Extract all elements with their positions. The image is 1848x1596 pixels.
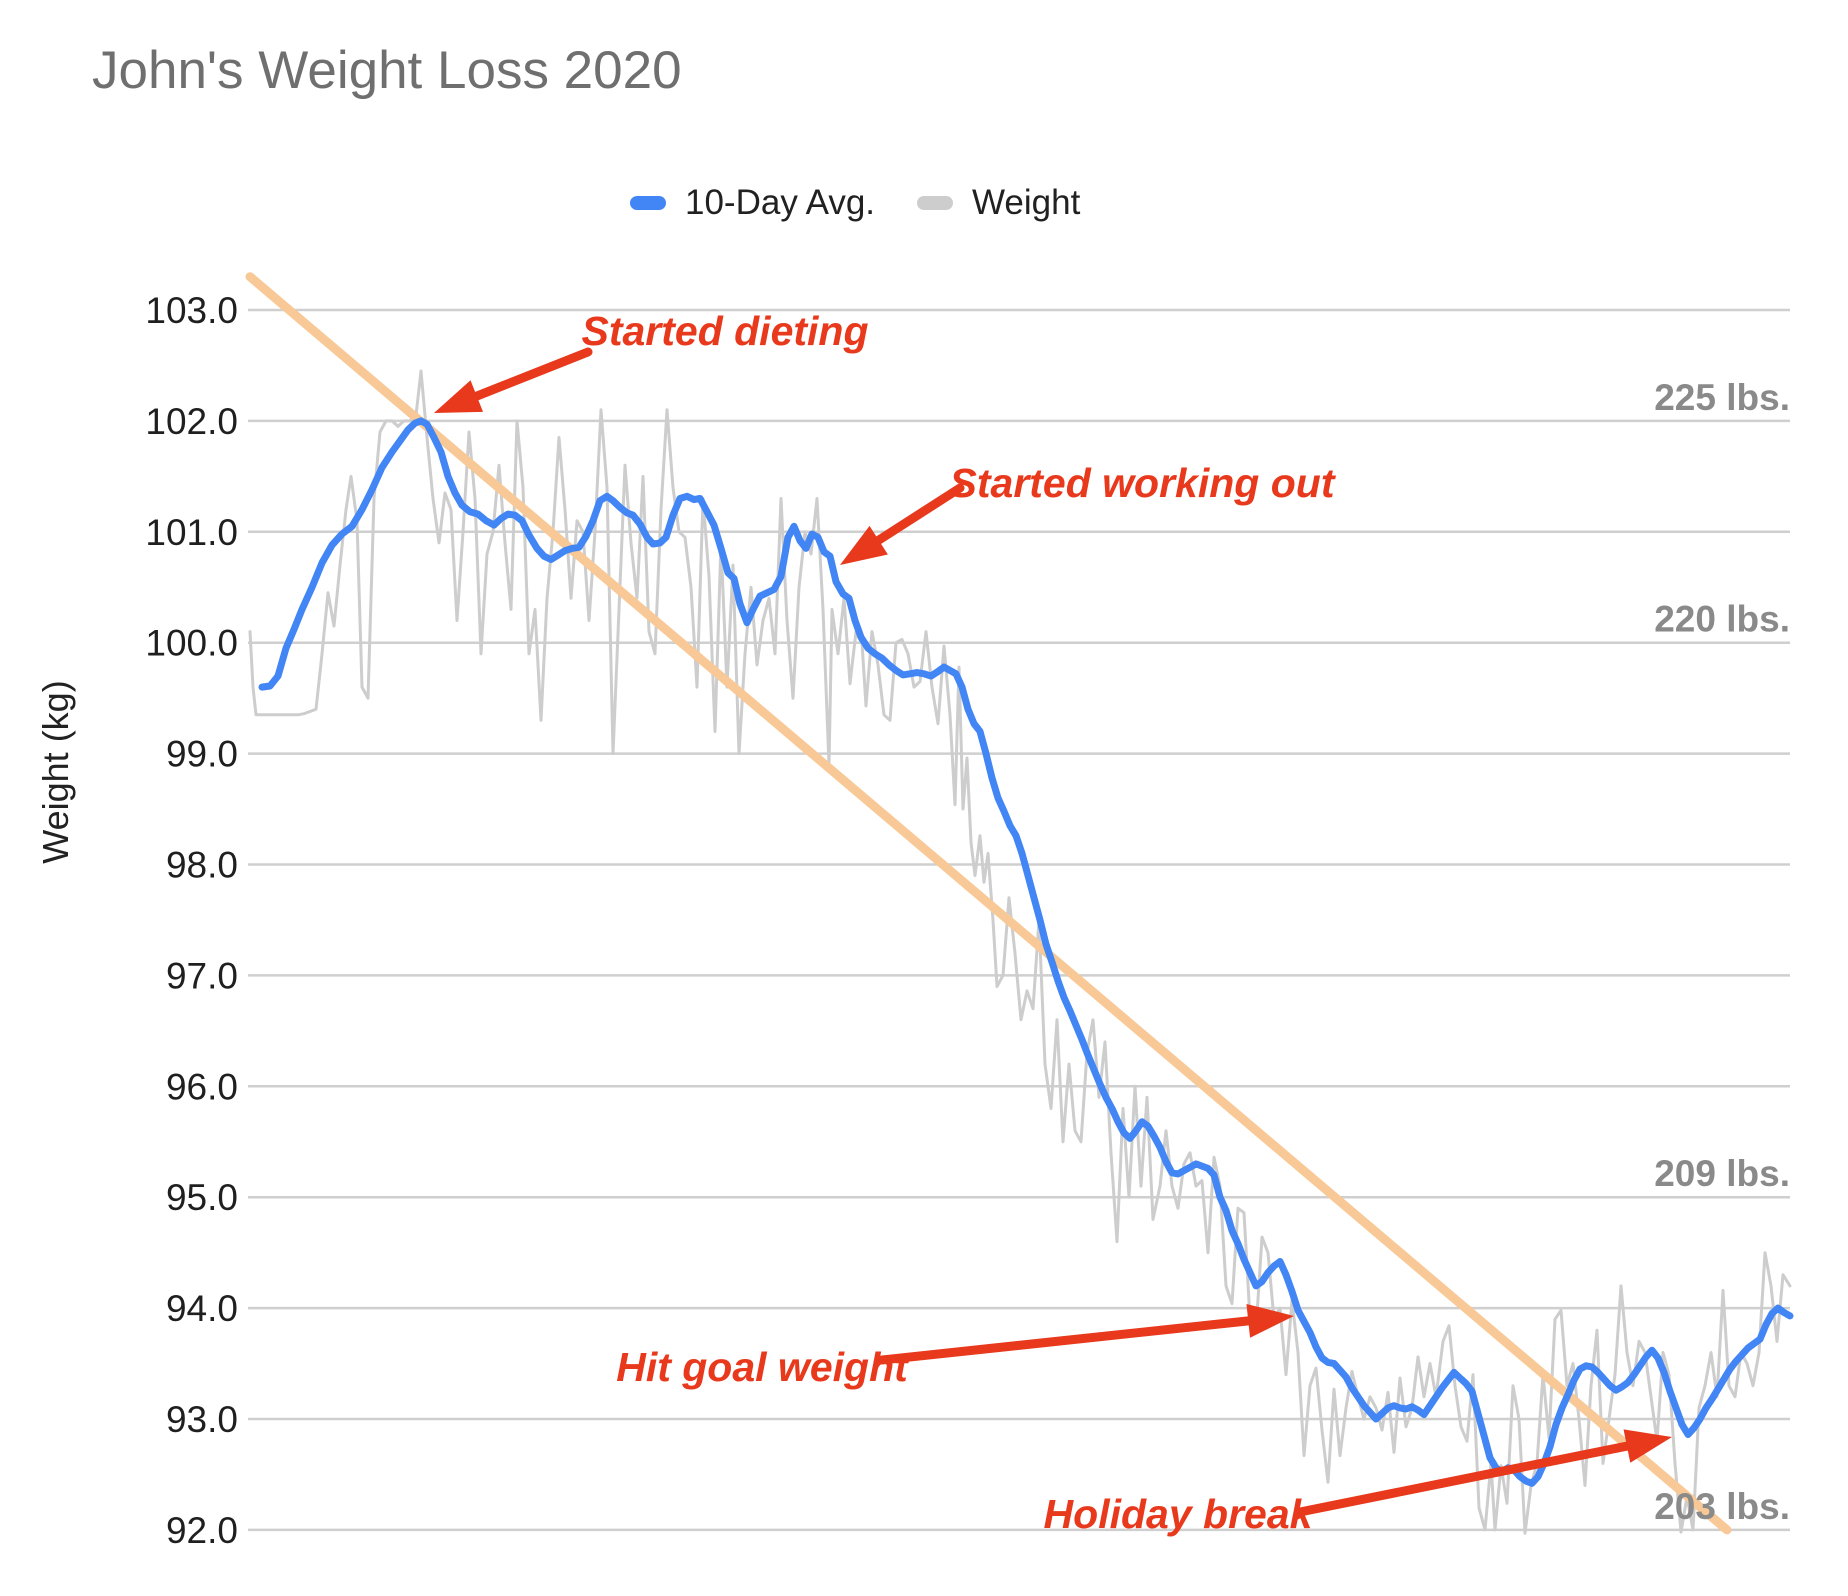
lbs-label: 209 lbs.: [1654, 1153, 1790, 1194]
legend-label-weight: Weight: [972, 183, 1081, 222]
annotation-text: Hit goal weight: [616, 1344, 910, 1390]
y-tick-label: 100.0: [145, 623, 238, 664]
annotation-text: Started working out: [950, 460, 1337, 506]
lbs-label: 220 lbs.: [1654, 599, 1790, 640]
annotation-arrow-shaft: [869, 483, 965, 548]
y-tick-label: 95.0: [166, 1177, 238, 1218]
trend-line: [245, 272, 1732, 1535]
annotation-arrow-shaft: [466, 347, 593, 403]
legend-item-avg[interactable]: 10-Day Avg.: [630, 183, 875, 223]
annotation-arrow-head: [840, 525, 888, 565]
y-axis-title: Weight (kg): [35, 680, 76, 863]
y-tick-label: 103.0: [145, 290, 238, 331]
y-tick-label: 99.0: [166, 734, 238, 775]
y-tick-label: 101.0: [145, 512, 238, 553]
y-tick-label: 97.0: [166, 955, 238, 996]
annotation-arrow-head: [434, 380, 484, 413]
chart-title: John's Weight Loss 2020: [92, 41, 682, 100]
lbs-label: 225 lbs.: [1654, 377, 1790, 418]
y-tick-label: 93.0: [166, 1399, 238, 1440]
legend-item-weight[interactable]: Weight: [917, 183, 1080, 223]
annotation-arrow-shaft: [877, 1315, 1259, 1365]
annotation-arrow-head: [1246, 1303, 1294, 1338]
weight-series-swatch: [917, 196, 954, 210]
legend-label-avg: 10-Day Avg.: [685, 183, 876, 222]
avg-series-swatch: [630, 196, 666, 210]
lbs-label: 203 lbs.: [1654, 1486, 1790, 1527]
legend: 10-Day Avg. Weight: [630, 183, 1080, 223]
y-tick-label: 102.0: [145, 401, 238, 442]
y-tick-label: 94.0: [166, 1288, 238, 1329]
annotation-text: Started dieting: [581, 308, 868, 354]
annotation-text: Holiday break: [1044, 1491, 1315, 1537]
y-tick-label: 98.0: [166, 845, 238, 886]
ten-day-avg-line: [258, 417, 1794, 1487]
annotation-arrow-shaft: [1295, 1440, 1638, 1517]
y-tick-label: 92.0: [166, 1510, 238, 1551]
weight-line: [248, 369, 1792, 1535]
annotation-arrow-head: [1623, 1429, 1672, 1463]
y-tick-label: 96.0: [166, 1066, 238, 1107]
